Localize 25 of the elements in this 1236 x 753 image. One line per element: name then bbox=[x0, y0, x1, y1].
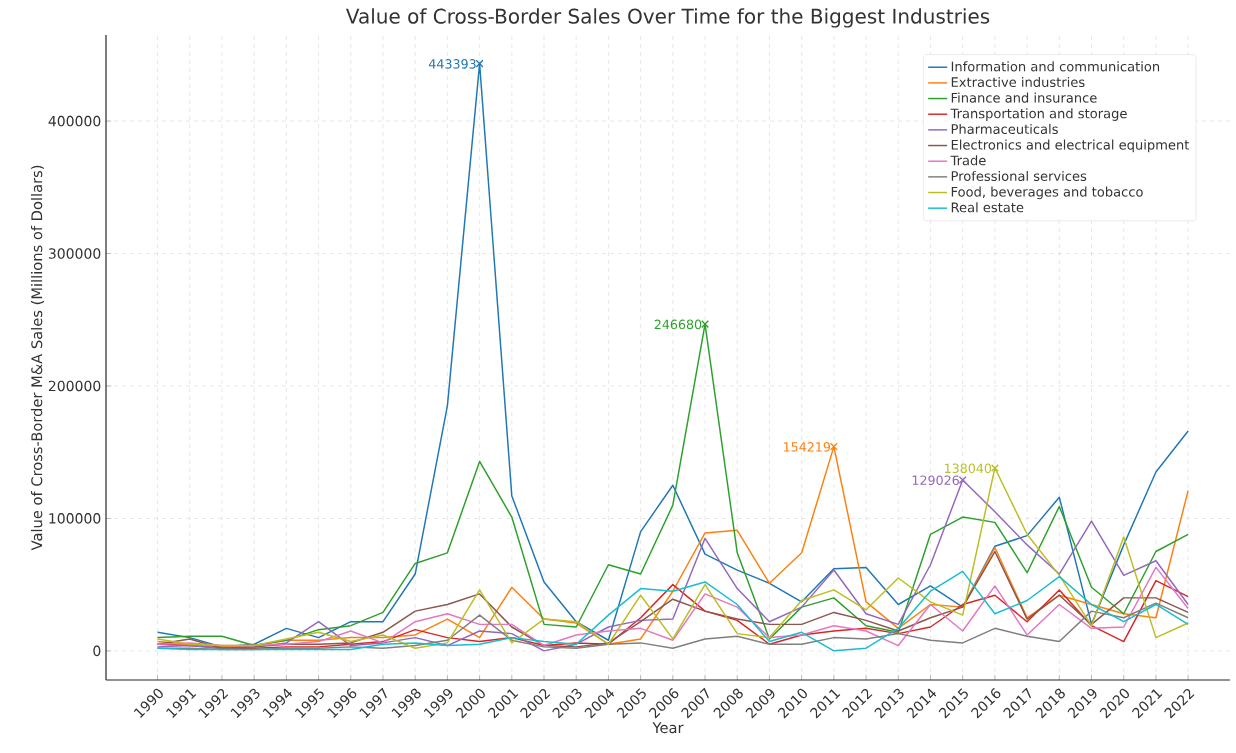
x-axis-title: Year bbox=[652, 722, 684, 734]
legend-label: Electronics and electrical equipment bbox=[951, 139, 1190, 153]
legend-label: Transportation and storage bbox=[950, 108, 1127, 121]
y-tick-label: 100000 bbox=[49, 513, 101, 524]
y-axis-title: Value of Cross-Border M&A Sales (Millions of Dollars) bbox=[30, 165, 45, 551]
legend-label: Extractive industries bbox=[951, 76, 1085, 88]
legend-label: Professional services bbox=[951, 170, 1087, 182]
y-tick-label: 400000 bbox=[48, 115, 101, 127]
line-series bbox=[156, 602, 1189, 651]
legend-label: Food, beverages and tobacco bbox=[951, 186, 1143, 200]
annotation: 138040 bbox=[945, 463, 992, 474]
annotation: 246680 bbox=[654, 319, 702, 330]
legend-label: Real estate bbox=[951, 202, 1024, 213]
legend-label: Trade bbox=[950, 155, 986, 166]
annotation: 154219 bbox=[783, 442, 831, 452]
chart-title: Value of Cross-Border Sales Over Time for the Biggest Industries bbox=[345, 8, 990, 28]
y-tick-label: 300000 bbox=[48, 248, 101, 259]
y-tick-label: 200000 bbox=[48, 380, 101, 392]
y-tick-label: 0 bbox=[93, 645, 101, 657]
annotation: 129026 bbox=[912, 475, 959, 486]
annotation: 443393 bbox=[428, 59, 476, 69]
legend-label: Pharmaceuticals bbox=[951, 123, 1058, 135]
legend-label: Information and communication bbox=[951, 61, 1160, 72]
legend-label: Finance and insurance bbox=[951, 92, 1097, 103]
line-series bbox=[156, 550, 1189, 649]
